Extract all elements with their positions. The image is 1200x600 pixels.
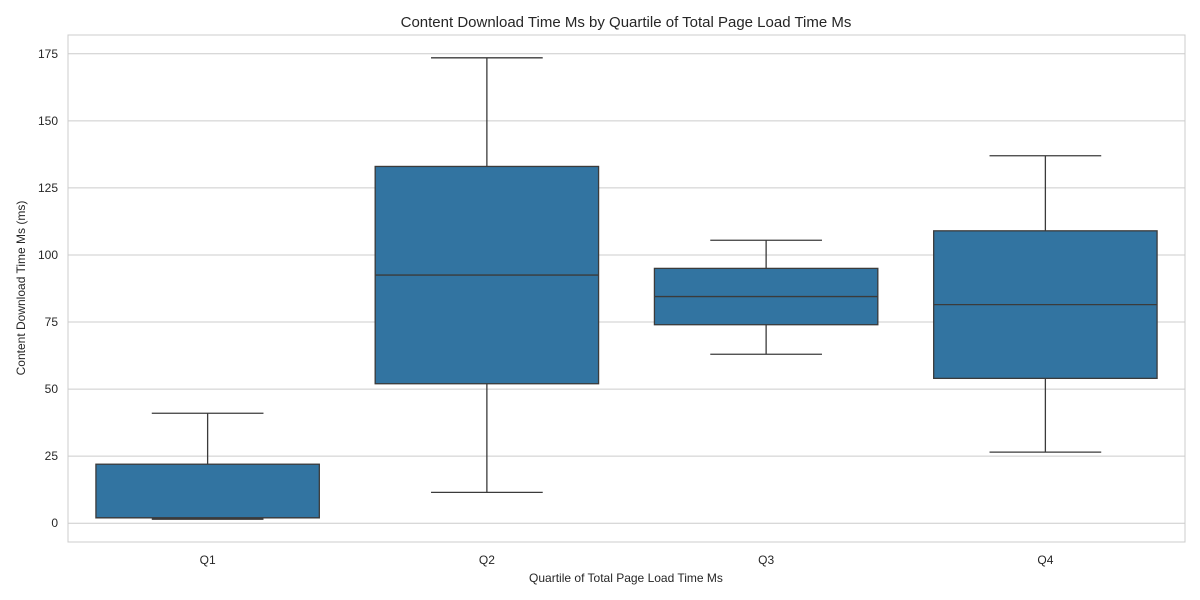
x-tick-label: Q1	[200, 553, 216, 567]
plot-area-frame	[67, 34, 1186, 543]
boxes	[95, 57, 1158, 520]
gridlines	[68, 53, 1185, 524]
iqr-box	[95, 463, 320, 519]
y-tick-label: 175	[38, 47, 58, 61]
y-tick-label: 150	[38, 114, 58, 128]
x-axis-ticks: Q1 Q2 Q3 Q4	[200, 553, 1054, 567]
x-tick-label: Q3	[758, 553, 774, 567]
y-axis-label: Content Download Time Ms (ms)	[14, 201, 28, 376]
x-axis-label: Quartile of Total Page Load Time Ms	[529, 571, 723, 585]
box-q4	[933, 155, 1158, 453]
y-tick-label: 125	[38, 181, 58, 195]
box-q2	[374, 57, 600, 494]
y-tick-label: 75	[45, 315, 59, 329]
y-tick-label: 100	[38, 248, 58, 262]
box-q1	[95, 412, 320, 520]
y-tick-label: 25	[45, 449, 59, 463]
y-tick-label: 0	[51, 516, 58, 530]
x-tick-label: Q2	[479, 553, 495, 567]
y-tick-label: 50	[45, 382, 59, 396]
chart-title: Content Download Time Ms by Quartile of …	[401, 14, 852, 31]
box-q3	[653, 239, 879, 355]
x-tick-label: Q4	[1037, 553, 1053, 567]
y-axis-ticks: 0 25 50 75 100 125 150 175	[38, 47, 58, 530]
